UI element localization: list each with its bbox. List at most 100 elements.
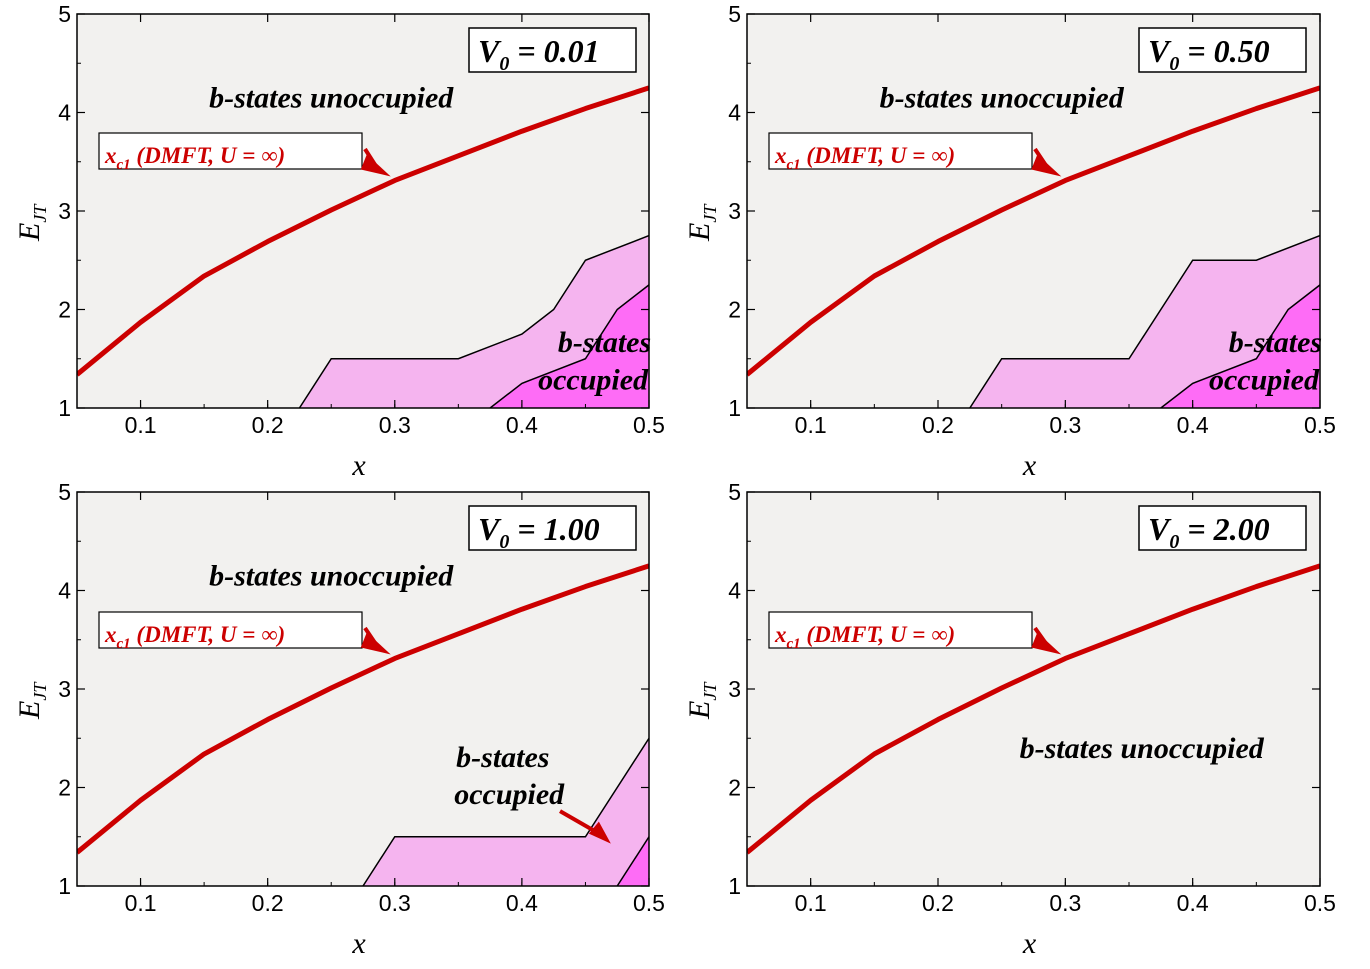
plot-content (77, 563, 649, 886)
region-dark (1160, 284, 1320, 408)
region-boundary (969, 234, 1320, 408)
x-tick-label: 0.4 (1177, 890, 1209, 916)
region-boundary (489, 284, 649, 408)
x-tick-label: 0.1 (795, 412, 827, 438)
region-annotation: b-states (558, 326, 651, 359)
x-axis-title: x (351, 927, 366, 960)
y-tick-label: 1 (58, 395, 71, 421)
region-boundary (362, 737, 649, 886)
y-tick-label: 3 (728, 198, 741, 224)
region-light (969, 235, 1320, 408)
region-boundary (298, 234, 649, 408)
y-tick-label: 2 (728, 297, 741, 323)
x-tick-label: 0.2 (922, 890, 954, 916)
parameter-box: V0 = 1.00 (468, 505, 637, 553)
y-axis-title: EJT (13, 681, 50, 720)
occupied-arrow-head (588, 821, 611, 844)
curve-label-arrow-head (360, 632, 391, 655)
y-axis-title: EJT (13, 203, 50, 242)
y-tick-label: 5 (58, 479, 71, 505)
y-tick-label: 5 (728, 479, 741, 505)
y-tick-label: 1 (728, 395, 741, 421)
panel-2: 0.1 0.2 0.3 0.4 0.5 1 2 3 4 5 x EJT V0 = 0.50 xc1 (DM… (683, 1, 1336, 482)
x-tick-label: 0.1 (125, 890, 157, 916)
x-tick-label: 0.2 (252, 412, 284, 438)
x-tick-label: 0.4 (506, 890, 538, 916)
x-tick-label: 0.2 (252, 890, 284, 916)
y-axis-title: EJT (683, 203, 720, 242)
parameter-box-frame (468, 27, 637, 73)
x-tick-label: 0.3 (1049, 412, 1081, 438)
region-annotation: b-states unoccupied (880, 82, 1125, 115)
curve-label: xc1 (DMFT, U = ∞) (104, 143, 285, 173)
y-axis-title-group: EJT (13, 681, 50, 720)
region-annotation: b-states unoccupied (209, 560, 454, 593)
curve-label-box: xc1 (DMFT, U = ∞) (768, 611, 1062, 655)
curve-label-frame (768, 132, 1033, 170)
curve-label-box: xc1 (DMFT, U = ∞) (98, 611, 391, 655)
x-axis-title: x (1022, 449, 1037, 482)
curve-label-arrow-head (1031, 154, 1062, 177)
y-tick-label: 4 (58, 578, 71, 604)
x-tick-label: 0.3 (379, 412, 411, 438)
y-tick-label: 3 (728, 676, 741, 702)
y-tick-label: 1 (58, 873, 71, 899)
panel-4: 0.1 0.2 0.3 0.4 0.5 1 2 3 4 5 x EJT V0 = 2.00 xc1 (DM… (683, 479, 1336, 960)
region-annotation: b-states (1229, 326, 1322, 359)
parameter-label: V0 = 1.00 (478, 511, 600, 553)
x-axis-title: x (1022, 927, 1037, 960)
x-tick-label: 0.5 (1304, 412, 1336, 438)
region-annotation: occupied (454, 778, 565, 811)
critical-curve (747, 563, 1320, 855)
x-tick-label: 0.4 (1177, 412, 1209, 438)
plot-area (747, 492, 1320, 886)
y-tick-label: 4 (58, 100, 71, 126)
region-annotation: occupied (538, 363, 649, 396)
y-tick-label: 5 (728, 1, 741, 27)
parameter-box: V0 = 2.00 (1138, 505, 1307, 553)
region-annotation: occupied (1209, 363, 1320, 396)
y-tick-label: 3 (58, 676, 71, 702)
region-boundary (1160, 284, 1320, 408)
parameter-box: V0 = 0.01 (468, 27, 637, 75)
x-tick-label: 0.1 (795, 890, 827, 916)
parameter-box: V0 = 0.50 (1138, 27, 1307, 75)
y-tick-label: 2 (58, 775, 71, 801)
y-tick-label: 4 (728, 578, 741, 604)
curve-label-frame (768, 611, 1033, 649)
x-tick-label: 0.3 (379, 890, 411, 916)
region-dark (490, 284, 649, 408)
y-axis-title-group: EJT (683, 681, 720, 720)
panel-1: 0.1 0.2 0.3 0.4 0.5 1 2 3 4 5 x EJT V0 = 0.01 xc1 (DM… (13, 1, 665, 482)
curve-label: xc1 (DMFT, U = ∞) (104, 622, 285, 652)
region-boundary (616, 836, 649, 886)
region-light (363, 738, 649, 886)
curve-label-arrow-head (360, 154, 391, 177)
region-annotation: b-states unoccupied (1020, 732, 1265, 765)
parameter-box-frame (1138, 505, 1307, 551)
critical-curve (747, 85, 1320, 377)
x-tick-label: 0.5 (1304, 890, 1336, 916)
x-tick-label: 0.1 (125, 412, 157, 438)
curve-label-arrow-head (1031, 632, 1062, 655)
curve-label-box: xc1 (DMFT, U = ∞) (98, 132, 391, 177)
y-tick-label: 4 (728, 100, 741, 126)
curve-label-box: xc1 (DMFT, U = ∞) (768, 132, 1062, 177)
x-tick-label: 0.5 (633, 412, 665, 438)
curve-label: xc1 (DMFT, U = ∞) (774, 143, 955, 173)
plot-content (747, 85, 1320, 408)
parameter-label: V0 = 0.50 (1148, 33, 1270, 75)
region-annotation: b-states (456, 741, 549, 774)
curve-label: xc1 (DMFT, U = ∞) (774, 622, 955, 652)
y-tick-label: 1 (728, 873, 741, 899)
plot-content (77, 85, 649, 408)
panel-3: 0.1 0.2 0.3 0.4 0.5 1 2 3 4 5 x EJT V0 = 1.00 xc1 (DM… (13, 479, 665, 960)
curve-label-frame (98, 132, 363, 170)
x-tick-label: 0.4 (506, 412, 538, 438)
parameter-label: V0 = 0.01 (478, 33, 600, 75)
y-axis-title-group: EJT (683, 203, 720, 242)
curve-label-frame (98, 611, 363, 649)
x-tick-label: 0.5 (633, 890, 665, 916)
